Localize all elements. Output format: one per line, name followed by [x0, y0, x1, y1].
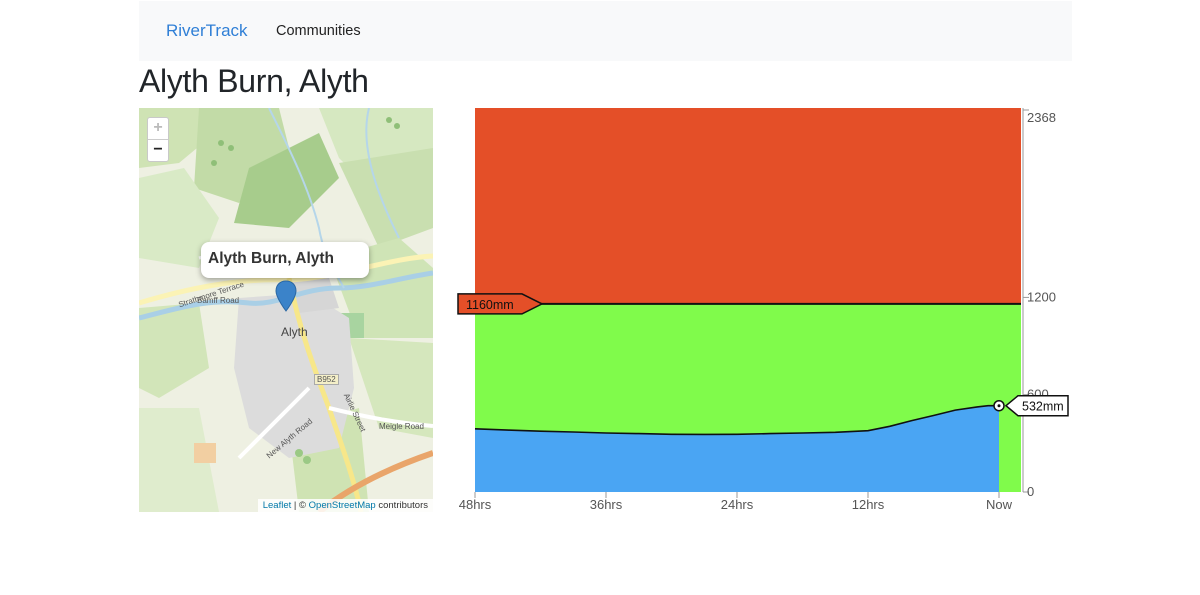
map-panel[interactable]: Strathmore Terrace Bamff Road Alyth B952…	[139, 108, 433, 512]
zone-high	[475, 108, 1021, 304]
map-label-meigle-road: Meigle Road	[379, 422, 424, 431]
attribution-suffix: contributors	[375, 500, 428, 511]
map-label-bamff-road: Bamff Road	[197, 296, 240, 305]
current-value-label: 532mm	[1022, 400, 1064, 414]
popup-title: Alyth Burn, Alyth	[208, 250, 335, 267]
x-tick-label: 12hrs	[852, 497, 885, 512]
threshold-flag-label: 1160mm	[466, 298, 514, 312]
y-tick-label: 2368	[1027, 110, 1056, 125]
zoom-out-button[interactable]: −	[153, 141, 163, 158]
map-popup[interactable]: Alyth Burn, Alyth	[201, 242, 369, 278]
y-tick-label: 0	[1027, 484, 1034, 499]
top-navbar: RiverTrack Communities	[139, 1, 1072, 61]
map-tiles[interactable]	[139, 108, 433, 512]
threshold-flag	[457, 293, 544, 315]
map-marker-pin-icon[interactable]	[275, 280, 297, 312]
x-tick-label: 48hrs	[459, 497, 492, 512]
series-area-0	[475, 405, 999, 492]
series-line-0	[474, 404, 999, 436]
nav-link-communities[interactable]: Communities	[276, 23, 361, 39]
map-attribution: Leaflet | © OpenStreetMap contributors	[257, 499, 433, 512]
page-title: Alyth Burn, Alyth	[139, 63, 369, 99]
map-label-b952: B952	[314, 374, 339, 385]
openstreetmap-link[interactable]: OpenStreetMap	[308, 500, 376, 511]
leaflet-link[interactable]: Leaflet	[262, 500, 292, 511]
x-tick-label: 36hrs	[590, 497, 623, 512]
zoom-control: + −	[147, 117, 169, 162]
y-tick-label: 1200	[1027, 289, 1056, 304]
brand-link[interactable]: RiverTrack	[166, 21, 248, 40]
current-value-dot	[997, 404, 1001, 408]
zoom-in-button[interactable]: +	[148, 118, 168, 140]
x-tick-label: 24hrs	[721, 497, 754, 512]
current-value-flag	[1004, 394, 1069, 417]
x-tick-label: Now	[986, 497, 1013, 512]
attribution-separator: | ©	[291, 500, 309, 511]
map-label-town: Alyth	[281, 325, 308, 339]
